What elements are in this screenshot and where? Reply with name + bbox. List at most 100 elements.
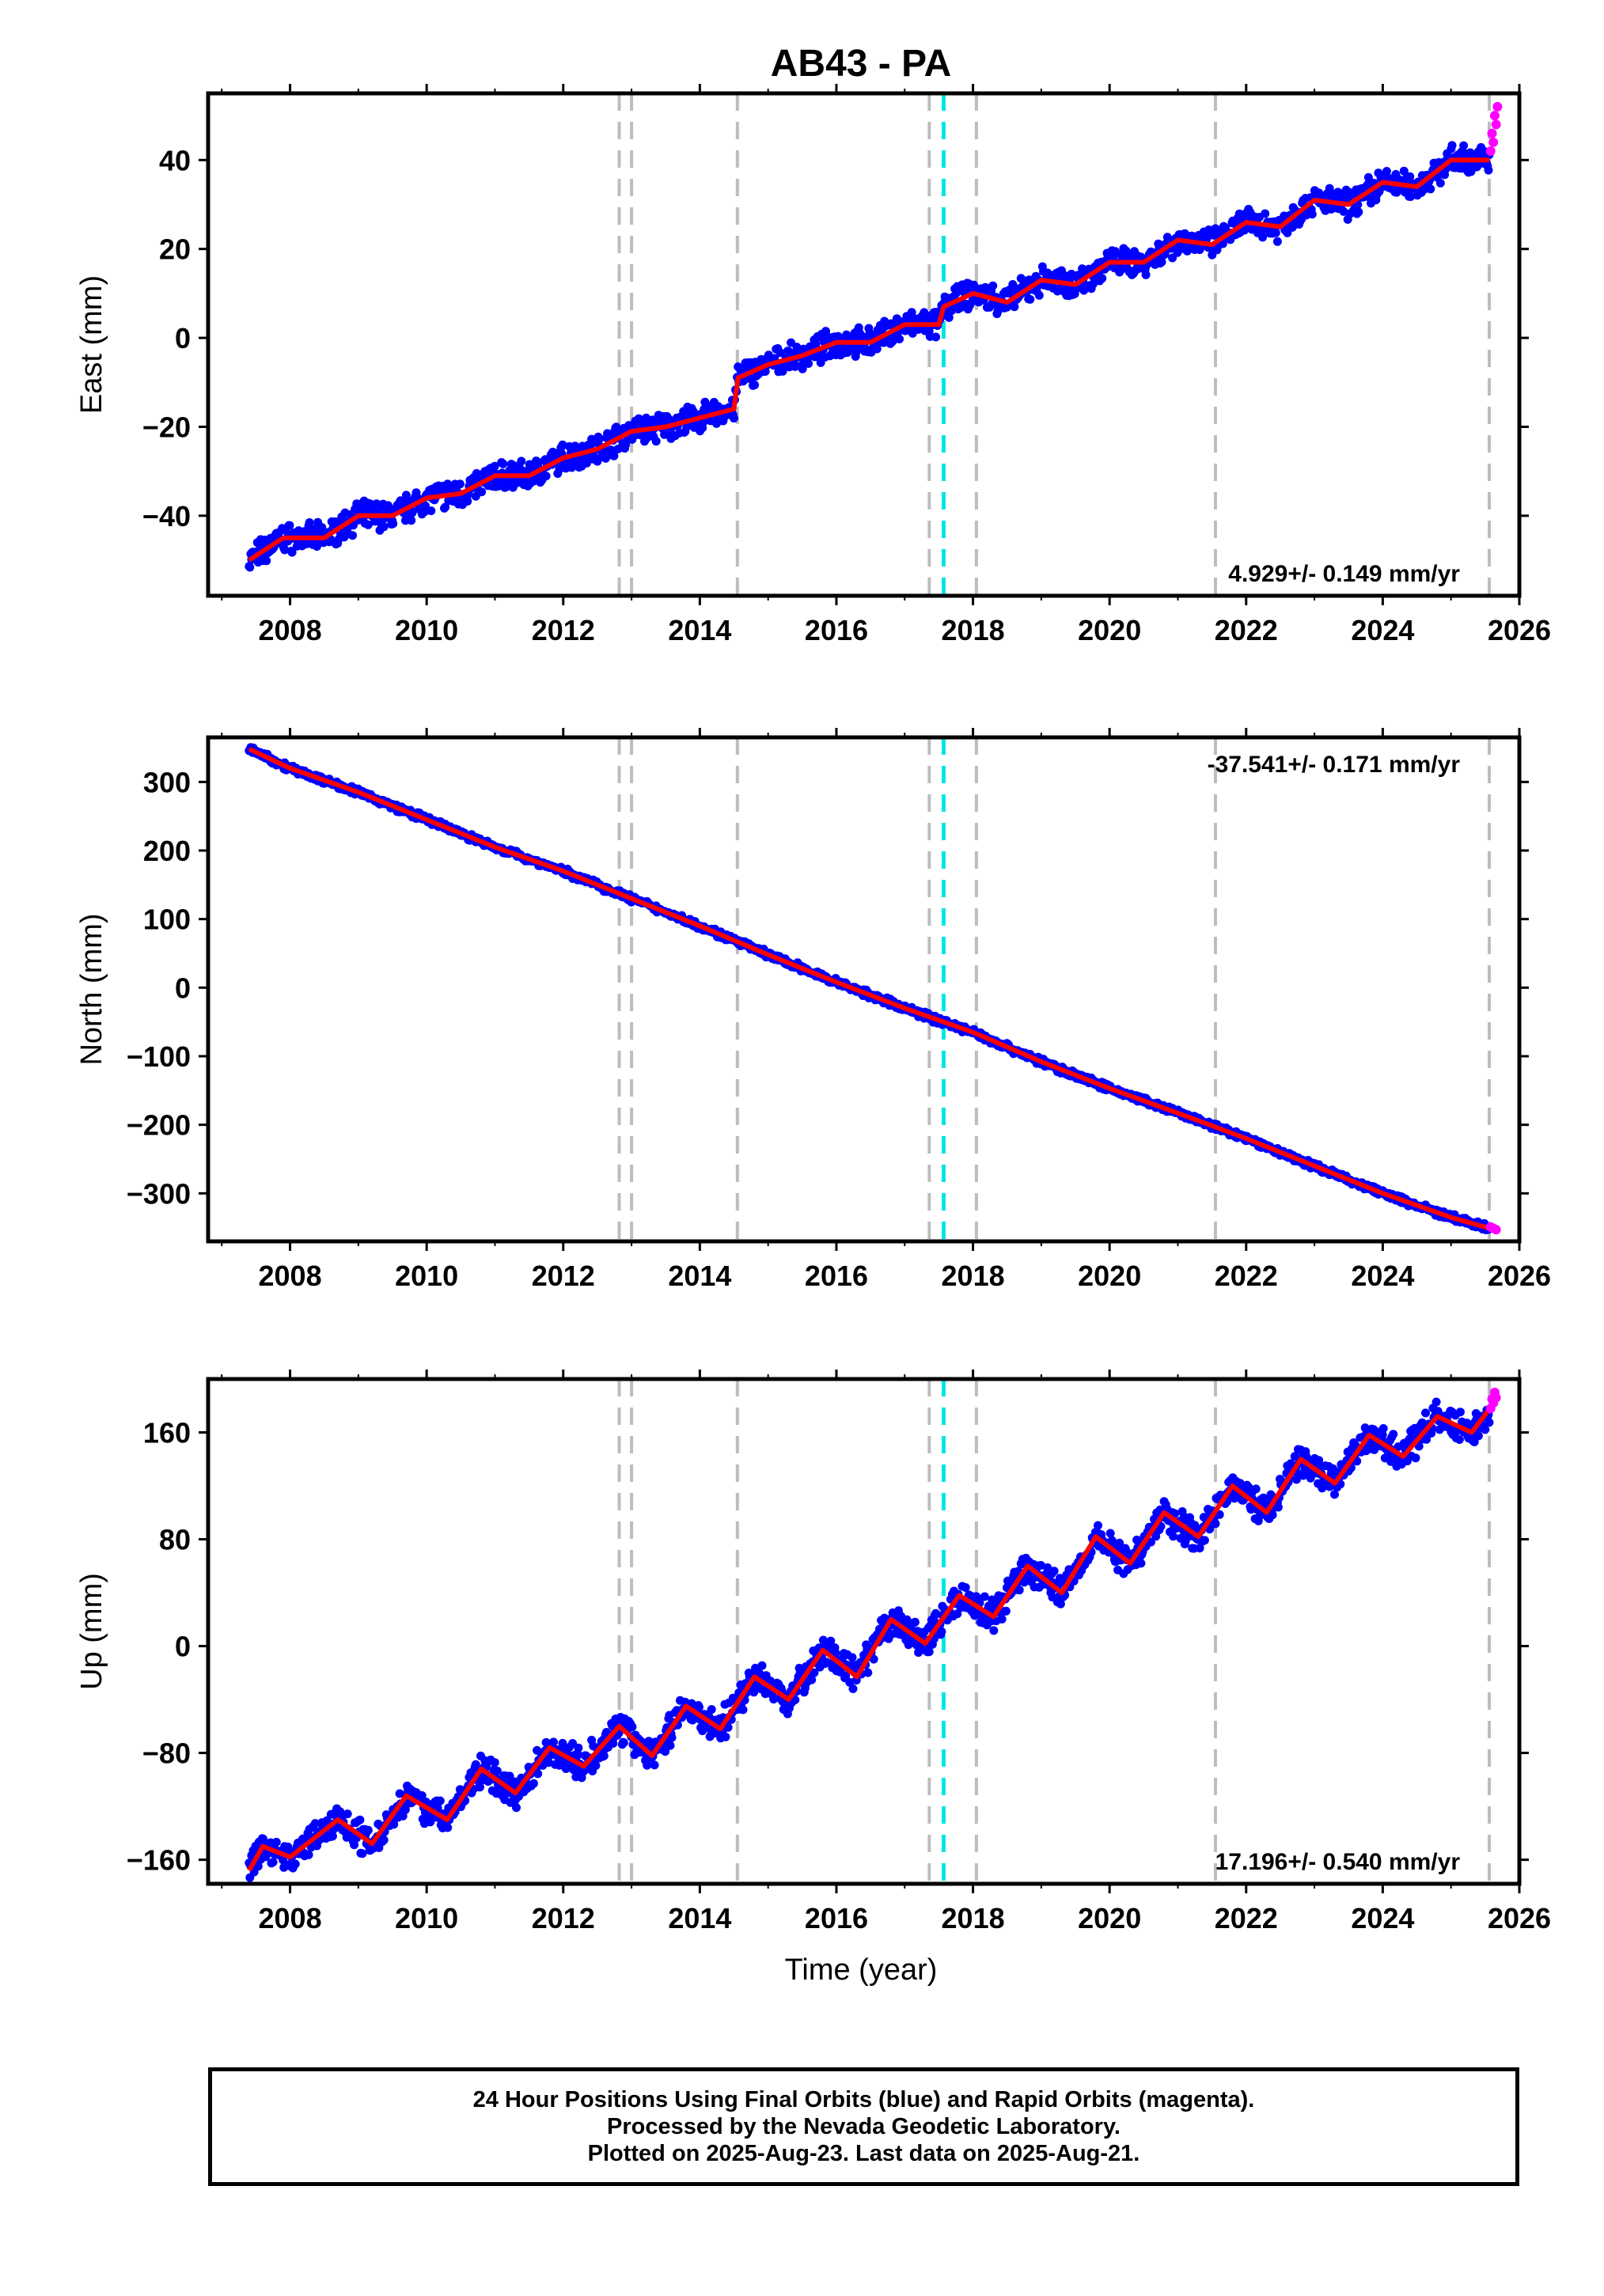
y-tick-label: 160: [143, 1417, 191, 1449]
data-point-final: [343, 1809, 352, 1819]
data-point-final: [1049, 1567, 1059, 1576]
chart-title: AB43 - PA: [771, 43, 952, 85]
x-tick-label: 2020: [1078, 1260, 1141, 1292]
data-point-final: [1107, 1536, 1117, 1545]
y-tick-label: 300: [143, 766, 191, 798]
x-tick-label: 2022: [1215, 1260, 1278, 1292]
data-point-final: [400, 1805, 410, 1814]
data-point-final: [1406, 192, 1416, 201]
data-point-final: [775, 348, 785, 358]
data-point-final: [476, 1783, 484, 1792]
x-tick-label: 2010: [395, 614, 458, 646]
x-tick-label: 2016: [805, 1260, 868, 1292]
data-point-final: [651, 437, 661, 446]
data-point-final: [389, 519, 398, 529]
data-point-final: [723, 1722, 733, 1732]
data-point-final: [1136, 1559, 1146, 1568]
x-tick-label: 2018: [942, 614, 1005, 646]
data-point-rapid: [1489, 111, 1500, 121]
data-point-final: [811, 339, 821, 349]
data-point-final: [721, 1732, 730, 1741]
data-point-final: [1195, 1544, 1204, 1553]
footer-note: 24 Hour Positions Using Final Orbits (bl…: [208, 2067, 1519, 2186]
plot-frame: [206, 735, 1522, 1244]
data-point-final: [804, 359, 813, 368]
data-point-final: [1378, 1424, 1388, 1433]
y-axis-label: Up (mm): [75, 1573, 108, 1690]
data-point-final: [304, 1850, 313, 1859]
data-point-final: [755, 1669, 764, 1678]
data-point-final: [807, 1675, 817, 1684]
x-tick-label: 2026: [1488, 1260, 1551, 1292]
data-point-final: [1389, 1430, 1398, 1439]
data-point-final: [1014, 1586, 1024, 1595]
data-point-final: [650, 1760, 659, 1770]
data-point-rapid: [1488, 137, 1499, 147]
data-point-rapid: [1491, 1225, 1501, 1235]
data-point-final: [1411, 1453, 1420, 1463]
data-point-final: [730, 414, 738, 423]
data-point-final: [1405, 172, 1415, 181]
data-point-final: [490, 461, 499, 471]
data-point-final: [407, 516, 416, 525]
data-point-final: [1283, 228, 1292, 237]
footer-line-1: 24 Hour Positions Using Final Orbits (bl…: [472, 2087, 1255, 2112]
data-point-final: [848, 1684, 858, 1693]
east-panel: 2008 2010 2012 2014 2016 2018 2020 2022 2024 2026…: [75, 84, 1551, 646]
data-point-final: [612, 422, 621, 432]
x-tick-label: 2026: [1488, 1902, 1551, 1934]
data-point-final: [707, 1705, 716, 1714]
data-point-final: [931, 1608, 941, 1618]
data-point-final: [441, 502, 450, 512]
y-tick-label: 200: [143, 835, 191, 867]
data-point-final: [969, 280, 979, 290]
data-point-final: [253, 1862, 263, 1871]
data-point-final: [988, 281, 998, 290]
data-point-final: [822, 1658, 832, 1667]
data-point-final: [533, 459, 543, 468]
footer-line-2: Processed by the Nevada Geodetic Laborat…: [607, 2114, 1121, 2139]
y-tick-label: 0: [175, 322, 191, 354]
data-point-rapid: [1485, 146, 1496, 157]
y-tick-label: 100: [143, 904, 191, 936]
data-point-final: [591, 1761, 601, 1771]
data-point-final: [1469, 1438, 1479, 1446]
data-point-final: [1421, 1408, 1430, 1418]
data-point-rapid: [1491, 1392, 1501, 1403]
data-point-final: [1431, 1397, 1441, 1407]
data-point-final: [544, 1758, 553, 1767]
data-point-final: [290, 1859, 300, 1869]
data-point-final: [1180, 229, 1189, 238]
data-point-final: [355, 1815, 365, 1824]
x-tick-label: 2008: [259, 1260, 322, 1292]
data-point-final: [895, 335, 904, 343]
data-point-final: [667, 1733, 677, 1742]
data-point-final: [1258, 233, 1268, 242]
data-point-final: [433, 1803, 442, 1813]
data-point-final: [279, 1855, 288, 1865]
north-panel: 2008 2010 2012 2014 2016 2018 2020 2022 2024 2026…: [75, 728, 1551, 1292]
x-tick-label: 2010: [395, 1260, 458, 1292]
data-point-final: [961, 1583, 970, 1592]
x-tick-label: 2022: [1215, 614, 1278, 646]
data-point-final: [328, 1832, 337, 1841]
x-tick-label: 2020: [1078, 614, 1141, 646]
x-tick-label: 2012: [532, 1260, 595, 1292]
data-point-final: [1473, 1431, 1483, 1441]
data-point-final: [271, 1837, 281, 1847]
data-point-final: [845, 1677, 855, 1687]
final-orbit-points: [245, 141, 1494, 572]
data-point-final: [750, 381, 760, 389]
data-point-final: [980, 1592, 989, 1601]
data-point-final: [937, 1627, 946, 1636]
data-point-final: [798, 364, 807, 373]
data-point-final: [1211, 1519, 1220, 1529]
x-tick-label: 2022: [1215, 1902, 1278, 1934]
data-point-final: [1484, 165, 1493, 175]
data-point-final: [558, 1738, 567, 1748]
data-point-rapid: [1492, 101, 1503, 112]
x-tick-label: 2012: [532, 614, 595, 646]
plot-frame: [206, 1377, 1522, 1886]
data-point-final: [408, 508, 417, 517]
